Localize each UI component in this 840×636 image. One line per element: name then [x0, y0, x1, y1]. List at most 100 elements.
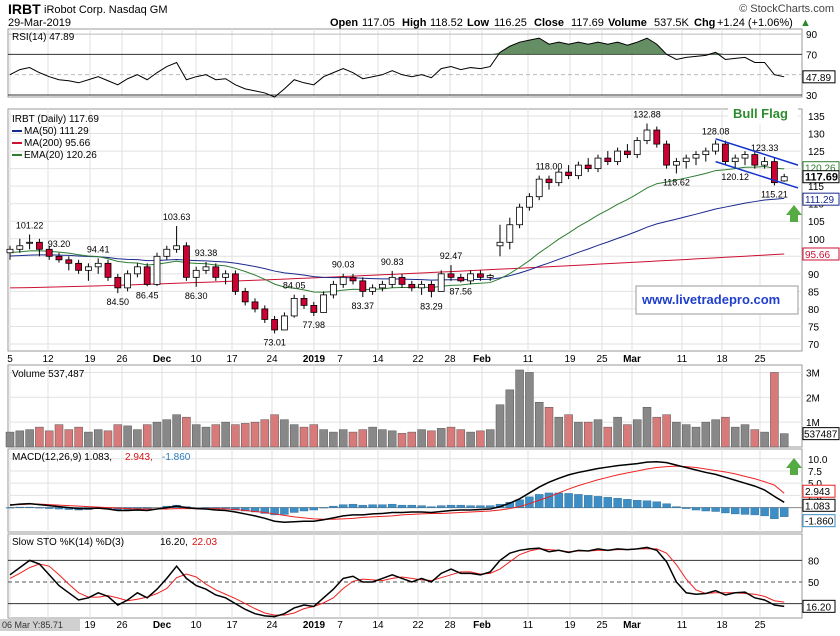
x-tick-label: Mar	[623, 354, 641, 365]
volume-bar	[290, 425, 298, 447]
macd-histogram-bar	[604, 497, 612, 507]
candle-body	[370, 288, 376, 292]
macd-histogram-bar	[574, 494, 582, 507]
candle-body	[134, 267, 140, 274]
macd-histogram-bar	[692, 508, 700, 510]
macd-signal-last-value: 2.943	[805, 487, 830, 498]
volume-bar	[682, 425, 690, 447]
axis-labels: 55121219192626DecDec10101717242420192019…	[7, 30, 839, 631]
candle-body	[575, 165, 581, 176]
macd-arrow-icon	[786, 458, 802, 475]
sto-label-b: 16.20,	[160, 537, 188, 548]
volume-bar	[143, 425, 151, 447]
sto-tick-label: 80	[808, 556, 820, 567]
volume-bar	[457, 430, 465, 447]
volume-bar	[516, 370, 524, 447]
volume-bar	[565, 415, 573, 447]
macd-histogram-bar	[731, 508, 739, 514]
price-annotation: 90.83	[381, 257, 404, 267]
price-annotation: 83.37	[352, 301, 375, 311]
candle-body	[526, 197, 532, 208]
candle-body	[321, 295, 327, 313]
candle-body	[448, 274, 454, 278]
volume-bar	[84, 432, 92, 447]
volume-bar	[349, 432, 357, 447]
x-tick-label: 19	[564, 620, 576, 631]
macd-histogram-bar	[437, 506, 445, 508]
volume-bar	[329, 432, 337, 447]
x-tick-label: 11	[523, 620, 534, 631]
candle-body	[379, 284, 385, 288]
price-tick-label: 135	[808, 112, 825, 123]
volume-bar	[672, 422, 680, 447]
candle-body	[85, 267, 91, 271]
macd-histogram-bar	[369, 505, 377, 508]
macd-histogram-bar	[565, 493, 573, 507]
candle-body	[664, 144, 670, 165]
volume-bar	[525, 372, 533, 447]
macd-histogram-bar	[476, 506, 484, 508]
volume-bar	[584, 422, 592, 447]
candle-body	[468, 274, 474, 281]
volume-label: Volume 537,487	[12, 369, 85, 380]
candle-body	[95, 263, 101, 267]
x-tick-label: 22	[412, 354, 424, 365]
price-annotation: 86.45	[136, 290, 159, 300]
x-tick-label: 11	[523, 354, 534, 365]
macd-histogram-bar	[712, 508, 720, 512]
rsi-overbought-fill	[10, 38, 784, 54]
x-tick-label: Feb	[473, 354, 491, 365]
sto-label-a: Slow STO %K(14) %D(3)	[12, 537, 124, 548]
macd-histogram-bar	[545, 493, 553, 508]
volume-bar	[427, 431, 435, 447]
volume-bar	[594, 420, 602, 447]
volume-bar	[633, 420, 641, 447]
candle-body	[46, 249, 52, 256]
volume-bar	[653, 417, 661, 447]
x-tick-label: 14	[372, 354, 384, 365]
volume-bar	[212, 425, 220, 447]
candle-body	[281, 316, 287, 330]
rsi-label: RSI(14) 47.89	[12, 32, 75, 43]
gridlines	[8, 29, 802, 618]
site-label: www.livetradepro.com	[641, 292, 780, 307]
candle-body	[389, 277, 395, 284]
x-tick-label: 10	[190, 354, 202, 365]
candle-body	[556, 172, 562, 183]
candle-body	[203, 267, 209, 271]
volume-bar	[623, 425, 631, 447]
quote-date: 29-Mar-2019	[8, 17, 71, 29]
volume-bar	[545, 407, 553, 447]
candle-body	[713, 144, 719, 151]
x-tick-label: 26	[116, 354, 128, 365]
volume-bar	[761, 432, 769, 447]
macd-histogram-bar	[682, 508, 690, 509]
candle-body	[546, 179, 552, 183]
x-tick-label: 26	[116, 620, 128, 631]
candle-body	[634, 141, 640, 155]
volume-bar	[467, 432, 475, 447]
candle-body	[585, 165, 591, 169]
volume-bar	[182, 417, 190, 447]
macd-histogram-bar	[623, 499, 631, 507]
volume-bar	[192, 425, 200, 447]
cursor-readout: 06 Mar Y:85.71	[2, 620, 63, 630]
volume-plot	[6, 370, 788, 447]
macd-histogram-bar	[300, 508, 308, 511]
volume-bar	[280, 420, 288, 447]
volume-bar	[574, 422, 582, 447]
candle-body	[517, 207, 523, 225]
volume-last-value: 537487	[804, 430, 838, 441]
close-label: Close	[534, 17, 564, 29]
price-annotation: 83.29	[420, 301, 443, 311]
volume-bar	[16, 431, 24, 447]
candle-body	[673, 162, 679, 166]
volume-bar	[163, 420, 171, 447]
candle-body	[752, 155, 758, 166]
volume-bar	[114, 425, 122, 447]
macd-histogram-bar	[663, 504, 671, 508]
candle-body	[399, 277, 405, 284]
macd-histogram-bar	[280, 508, 288, 515]
macd-histogram-bar	[672, 507, 680, 508]
